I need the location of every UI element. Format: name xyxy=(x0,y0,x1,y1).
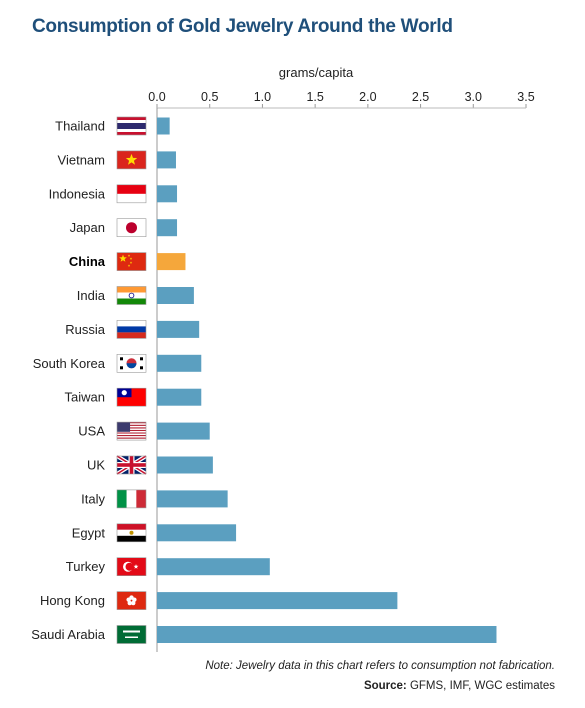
japan-flag-icon xyxy=(116,218,147,237)
category-label-egypt: Egypt xyxy=(72,525,106,540)
x-tick-label: 3.5 xyxy=(517,90,534,104)
category-label-india: India xyxy=(77,288,106,303)
bar-turkey xyxy=(157,558,270,576)
bar-uk xyxy=(157,456,213,474)
bar-taiwan xyxy=(157,388,202,406)
hong-kong-flag-icon xyxy=(116,591,147,610)
x-tick-label: 2.0 xyxy=(359,90,376,104)
taiwan-flag-icon xyxy=(116,387,147,407)
category-label-russia: Russia xyxy=(65,322,106,337)
x-tick-label: 0.0 xyxy=(148,90,165,104)
usa-flag-icon xyxy=(116,421,147,441)
saudi-arabia-flag-icon xyxy=(116,625,147,644)
bar-china xyxy=(157,253,186,271)
source-label: Source: xyxy=(363,680,407,692)
category-label-hong-kong: Hong Kong xyxy=(40,593,105,608)
category-label-saudi-arabia: Saudi Arabia xyxy=(31,627,105,642)
source-text: GFMS, IMF, WGC estimates xyxy=(406,680,555,692)
bar-italy xyxy=(157,490,228,508)
russia-flag-icon xyxy=(116,320,147,339)
bar-south-korea xyxy=(157,354,202,372)
south-korea-flag-icon xyxy=(116,353,147,373)
bar-japan xyxy=(157,219,178,237)
uk-flag-icon xyxy=(115,454,148,476)
footnote: Note: Jewelry data in this chart refers … xyxy=(205,660,555,672)
x-axis-ticks: 0.0 0.5 1.0 1.5 2.0 2.5 3.0 3.5 xyxy=(148,90,535,109)
x-tick-label: 0.5 xyxy=(201,90,218,104)
x-axis-label: grams/capita xyxy=(279,65,354,80)
category-label-china: China xyxy=(69,254,106,269)
bar-thailand xyxy=(157,117,170,135)
vietnam-flag-icon xyxy=(116,150,147,170)
category-label-japan: Japan xyxy=(70,220,105,235)
category-label-turkey: Turkey xyxy=(66,559,106,574)
bar-vietnam xyxy=(157,151,176,169)
x-tick-label: 1.5 xyxy=(306,90,323,104)
category-label-taiwan: Taiwan xyxy=(65,390,105,405)
category-label-thailand: Thailand xyxy=(55,119,105,134)
italy-flag-icon xyxy=(116,489,147,509)
india-flag-icon xyxy=(116,286,147,305)
category-label-uk: UK xyxy=(87,458,105,473)
source-line: Source: GFMS, IMF, WGC estimates xyxy=(364,680,555,692)
bar-egypt xyxy=(157,524,237,542)
bar-usa xyxy=(157,422,210,440)
category-label-italy: Italy xyxy=(81,491,105,506)
chart-title: Consumption of Gold Jewelry Around the W… xyxy=(32,16,453,37)
bar-hong-kong xyxy=(157,592,398,610)
indonesia-flag-icon xyxy=(116,184,147,204)
category-label-usa: USA xyxy=(78,424,105,439)
bar-indonesia xyxy=(157,185,178,203)
bar-rows: Thailand Vietnam Indonesia Japan China India R… xyxy=(31,116,497,644)
thailand-flag-icon xyxy=(116,116,147,136)
category-label-vietnam: Vietnam xyxy=(58,152,105,167)
category-label-south-korea: South Korea xyxy=(33,356,106,371)
china-flag-icon xyxy=(116,252,147,271)
category-label-indonesia: Indonesia xyxy=(49,186,106,201)
bar-russia xyxy=(157,320,200,338)
x-tick-label: 1.0 xyxy=(254,90,271,104)
turkey-flag-icon xyxy=(116,557,147,577)
x-tick-label: 2.5 xyxy=(412,90,429,104)
bar-saudi-arabia xyxy=(157,626,497,643)
x-tick-label: 3.0 xyxy=(465,90,482,104)
egypt-flag-icon xyxy=(116,523,147,543)
bar-india xyxy=(157,287,194,304)
